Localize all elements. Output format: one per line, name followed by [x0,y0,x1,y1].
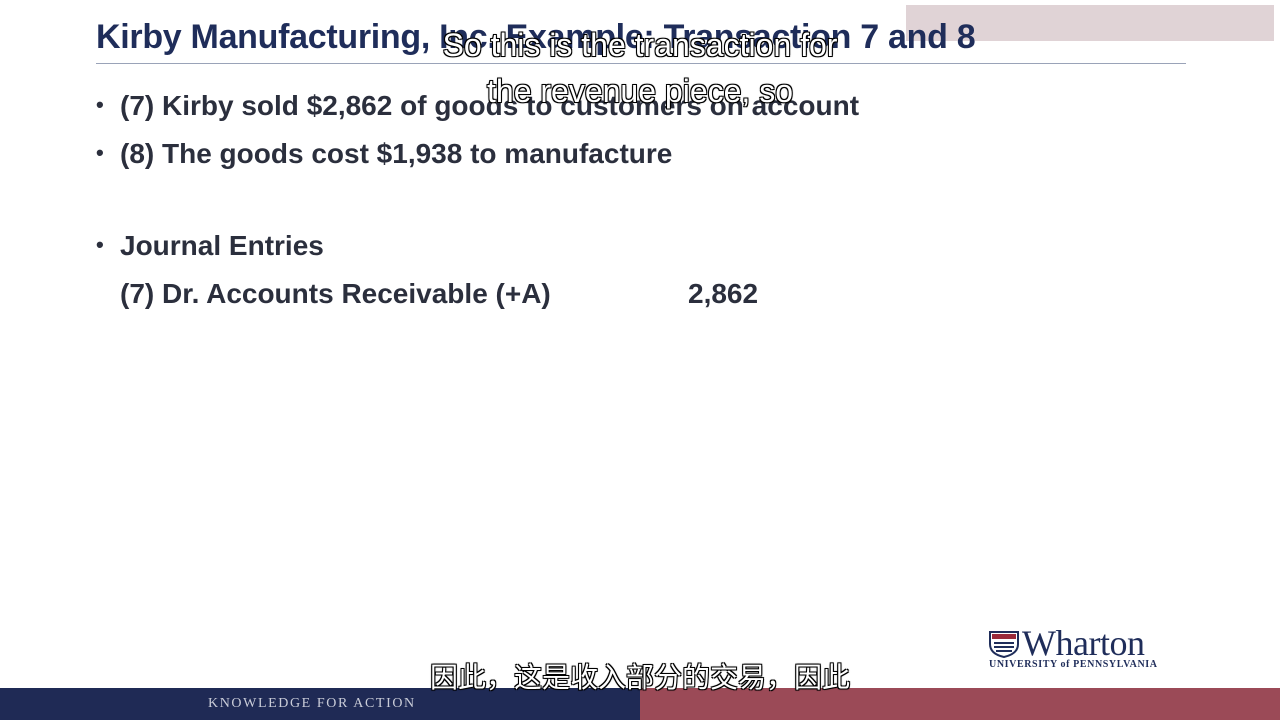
journal-entry-account: (7) Dr. Accounts Receivable (+A) [120,278,551,309]
subtitle-english: So this is the transaction for the reven… [0,22,1280,114]
wharton-logo: Wharton UNIVERSITY of PENNSYLVANIA [988,623,1188,672]
subtitle-chinese: 因此，这是收入部分的交易，因此 [429,661,850,694]
subtitle-english-line-2: the revenue piece, so [486,72,793,110]
slide-title: Kirby Manufacturing, Inc. Example: Trans… [96,18,976,56]
footer-tagline: KNOWLEDGE FOR ACTION [208,696,416,711]
bullet-dot-icon: • [96,140,104,165]
logo-wordmark: Wharton [1022,623,1145,663]
bullet-text: (7) Kirby sold $2,862 of goods to custom… [120,90,860,121]
footer-bar-navy: KNOWLEDGE FOR ACTION [0,688,640,720]
bullet-dot-icon: • [96,92,104,117]
title-divider [96,63,1186,64]
bullet-text: (8) The goods cost $1,938 to manufacture [120,138,673,169]
wharton-shield-icon [989,631,1019,658]
bullet-transaction-7: • (7) Kirby sold $2,862 of goods to custo… [96,90,859,122]
footer-bar-red [640,688,1280,720]
watermark-overlay [906,5,1274,41]
bullet-dot-icon: • [96,232,104,257]
bullet-transaction-8: • (8) The goods cost $1,938 to manufactur… [96,138,672,170]
bullet-text: Journal Entries [120,230,324,261]
logo-subtext: UNIVERSITY of PENNSYLVANIA [989,659,1158,670]
subtitle-english-line-1: So this is the transaction for [442,26,838,64]
bullet-journal-entries: • Journal Entries [96,230,324,262]
journal-entry-amount: 2,862 [688,278,759,309]
